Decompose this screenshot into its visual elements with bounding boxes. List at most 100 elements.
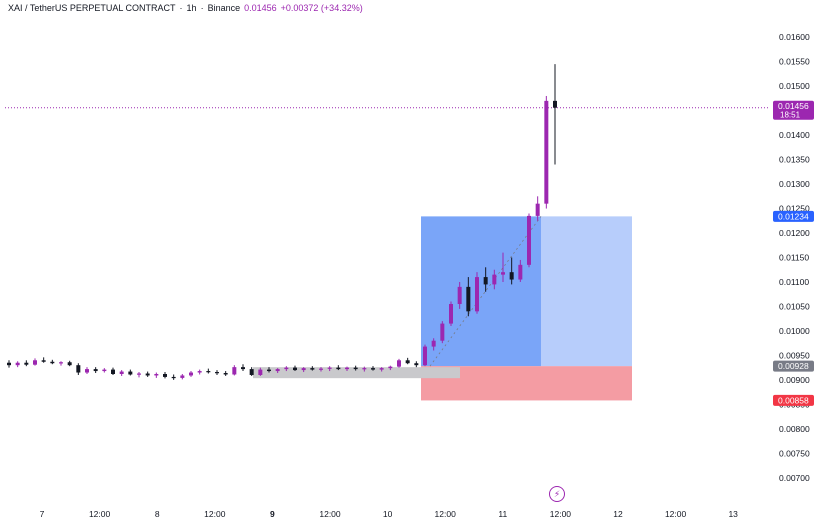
target-price-badge	[773, 210, 814, 222]
price-tick-label: 0.00900	[779, 375, 810, 385]
entry-price-text: 0.00928	[778, 361, 809, 371]
candle-up	[275, 369, 280, 372]
price-change-value: +0.00372 (+34.32%)	[280, 3, 363, 13]
candle-down	[111, 369, 115, 374]
candle-down	[267, 369, 271, 372]
long-position-tool[interactable]	[253, 216, 632, 401]
price-tick-label: 0.01350	[779, 155, 810, 165]
time-tick-label: 7	[40, 509, 45, 519]
lightning-icon[interactable]: ⚡	[549, 486, 565, 502]
candle-up	[301, 368, 306, 371]
candle-up	[388, 366, 393, 369]
price-tick-label: 0.00950	[779, 350, 810, 360]
separator: ·	[179, 3, 183, 13]
chart-header: XAI / TetherUS PERPETUAL CONTRACT · 1h ·…	[8, 3, 363, 13]
candle-up	[258, 369, 263, 375]
candle-up	[492, 274, 497, 285]
candle-up	[180, 375, 185, 378]
price-tick-label: 0.00750	[779, 448, 810, 458]
last-price-value: 0.01456	[244, 3, 277, 13]
candle-down	[336, 367, 341, 370]
candle-up	[284, 367, 289, 370]
time-tick-label: 12:00	[665, 509, 687, 519]
last-price-badge	[773, 100, 814, 120]
candle-down	[24, 362, 29, 365]
candle-up	[85, 369, 89, 373]
stop-price-badge	[773, 394, 814, 406]
price-tick-label: 0.01100	[779, 277, 809, 287]
candle-down	[293, 367, 297, 371]
candle-up	[362, 368, 367, 370]
candle-up	[119, 371, 124, 374]
candle-down	[353, 367, 358, 370]
candle-down	[7, 362, 11, 366]
candle-up	[397, 360, 401, 367]
candle-down	[414, 363, 419, 366]
candle-up	[327, 367, 332, 369]
candle-down	[163, 373, 167, 377]
price-tick-label: 0.01550	[779, 57, 810, 67]
stop-price-text: 0.00858	[778, 395, 809, 405]
price-tick-label: 0.01500	[779, 81, 810, 91]
candle-down	[67, 362, 72, 366]
candle-down	[466, 286, 471, 312]
candle-down	[76, 365, 81, 373]
interval-label[interactable]: 1h	[186, 3, 197, 13]
candle-up	[535, 203, 540, 216]
candle-down	[483, 277, 488, 285]
candle-down	[241, 367, 245, 370]
candle-up	[59, 362, 63, 364]
candle-up	[33, 360, 37, 365]
candle-up	[102, 369, 107, 372]
time-tick-label: 12:00	[435, 509, 457, 519]
price-tick-label: 0.01300	[779, 179, 810, 189]
price-tick-label: 0.01150	[779, 253, 809, 263]
symbol-title[interactable]: XAI / TetherUS PERPETUAL CONTRACT	[8, 3, 176, 13]
candle-down	[41, 360, 46, 362]
separator: ·	[200, 3, 204, 13]
target-price-text: 0.01234	[778, 211, 809, 221]
time-tick-label: 13	[728, 509, 738, 519]
last-price-text: 0.01456	[778, 101, 809, 111]
candle-down	[128, 371, 133, 375]
candle-down	[171, 376, 176, 379]
time-tick-label: 12	[613, 509, 623, 519]
time-tick-label: 12:00	[550, 509, 572, 519]
profit-zone-future	[541, 216, 632, 367]
time-axis[interactable]: 7 12:00 8 12:00 9 12:00 10 12:00 11 12:00 12 12:00 1…	[40, 509, 739, 519]
candle-up	[379, 368, 384, 370]
time-tick-label: 12:00	[204, 509, 226, 519]
time-tick-label: 8	[155, 509, 160, 519]
time-tick-label: 9	[270, 509, 275, 519]
price-tick-label: 0.01200	[779, 228, 810, 238]
candle-down	[93, 369, 98, 372]
candle-up	[319, 368, 323, 370]
candle-up	[189, 372, 193, 376]
candle-down	[310, 368, 315, 370]
price-tick-label: 0.01050	[779, 301, 810, 311]
entry-price-badge	[773, 360, 814, 372]
candle-down	[509, 272, 514, 280]
last-time-text: 18:51	[780, 111, 801, 120]
candle-up	[15, 362, 20, 366]
candle-up	[423, 346, 427, 366]
candle-up	[501, 272, 505, 275]
candle-up	[232, 367, 237, 375]
time-tick-label: 12:00	[89, 509, 111, 519]
candle-up	[197, 371, 202, 373]
candle-down	[223, 373, 228, 375]
time-tick-label: 12:00	[319, 509, 341, 519]
candle-down	[215, 372, 219, 374]
candle-down	[249, 369, 254, 375]
candle-up	[345, 367, 349, 370]
candle-up	[154, 373, 159, 376]
candles-group	[7, 64, 557, 380]
price-axis[interactable]: 0.016000.015500.015000.014500.014000.013…	[779, 32, 810, 483]
candle-up	[544, 100, 549, 204]
price-tick-label: 0.01000	[779, 326, 810, 336]
candle-up	[431, 340, 436, 347]
candle-up	[475, 277, 479, 312]
profit-zone	[421, 216, 541, 367]
